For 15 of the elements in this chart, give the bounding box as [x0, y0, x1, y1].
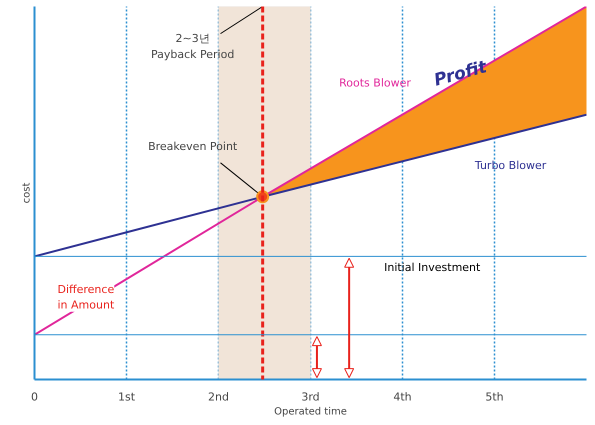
annotation: 2~3년 Payback Period: [150, 32, 234, 61]
series-label: Roots Blower: [339, 76, 412, 90]
y-axis-title: cost: [22, 182, 32, 204]
annotation: Profit: [432, 56, 490, 91]
x-tick-label: 0: [31, 390, 38, 404]
annotation: Initial Investment: [384, 261, 482, 274]
x-tick-label: 1st: [118, 390, 136, 404]
x-tick-label: 3rd: [301, 390, 320, 404]
annotation: Breakeven Point: [148, 140, 238, 154]
x-tick-label: 4th: [393, 390, 412, 404]
x-tick-label: 2nd: [208, 390, 229, 404]
series-label: Turbo Blower: [474, 158, 547, 172]
x-axis-title: Operated time: [274, 406, 347, 418]
annotation: Difference in Amount: [58, 283, 115, 312]
x-tick-label: 5th: [485, 390, 504, 404]
